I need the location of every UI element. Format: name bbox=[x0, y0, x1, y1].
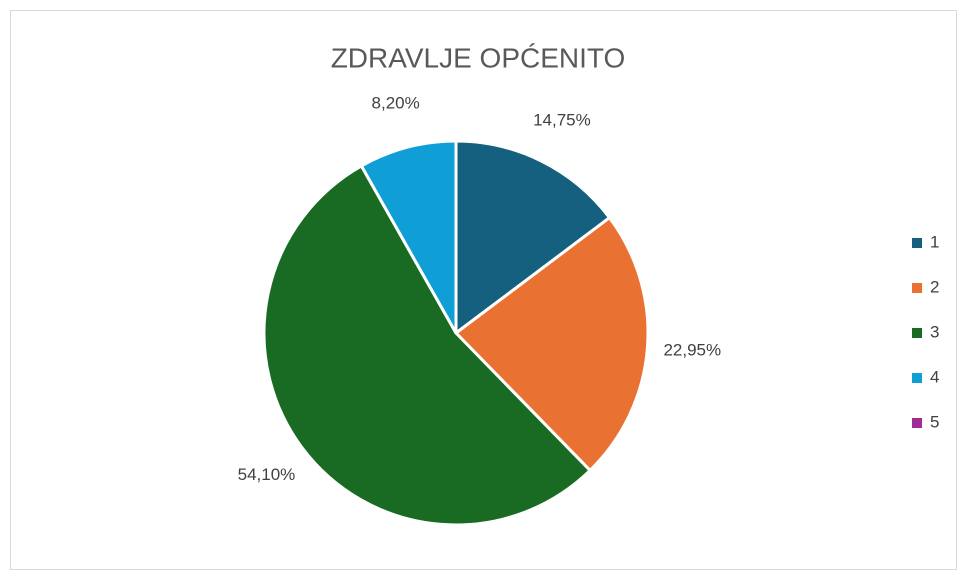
legend: 1 2 3 4 5 bbox=[912, 232, 939, 431]
slice bbox=[262, 164, 592, 527]
data-label: 22,95% bbox=[663, 341, 721, 360]
slice bbox=[454, 139, 612, 335]
legend-swatch bbox=[912, 328, 922, 338]
legend-label: 3 bbox=[930, 322, 939, 341]
legend-swatch bbox=[912, 283, 922, 293]
legend-label: 1 bbox=[930, 232, 939, 251]
legend-swatch bbox=[912, 373, 922, 383]
data-label: 8,20% bbox=[372, 93, 420, 112]
legend-label: 4 bbox=[930, 367, 939, 386]
data-label: 54,10% bbox=[238, 465, 296, 484]
slice bbox=[454, 216, 650, 472]
legend-label: 5 bbox=[930, 412, 939, 431]
legend-swatch bbox=[912, 238, 922, 248]
data-label: 14,75% bbox=[533, 110, 591, 129]
chart-title: ZDRAVLJE OPĆENITO bbox=[331, 42, 626, 73]
legend-label: 2 bbox=[930, 277, 939, 296]
pie: 14,75% 22,95% 54,10% 8,20% bbox=[238, 93, 721, 527]
legend-swatch bbox=[912, 418, 922, 428]
slice bbox=[359, 139, 458, 335]
